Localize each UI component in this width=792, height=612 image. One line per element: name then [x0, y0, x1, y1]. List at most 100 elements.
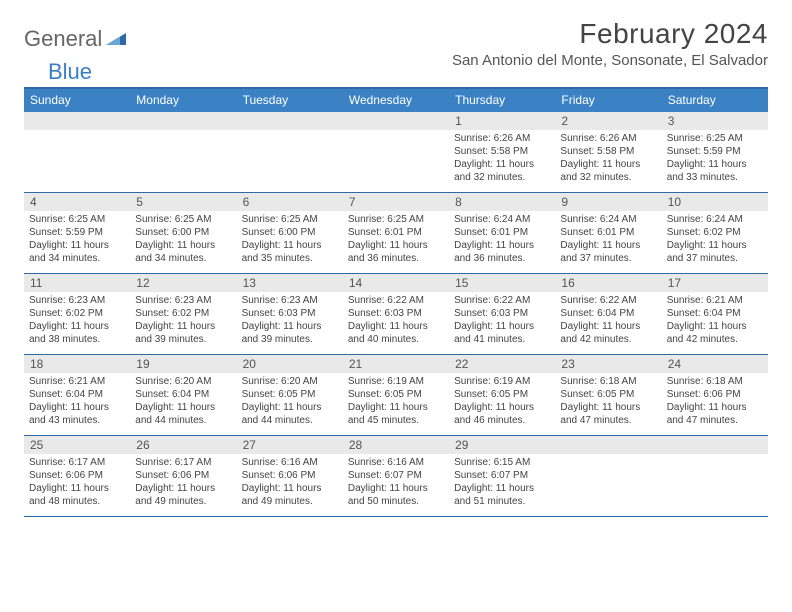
sunrise-text: Sunrise: 6:17 AM — [29, 456, 125, 469]
dow-sunday: Sunday — [24, 89, 130, 112]
sunrise-text: Sunrise: 6:23 AM — [29, 294, 125, 307]
day-cell: Sunrise: 6:15 AMSunset: 6:07 PMDaylight:… — [449, 454, 555, 516]
day-number: 17 — [662, 274, 768, 292]
day-number-row: 45678910 — [24, 193, 768, 211]
sunset-text: Sunset: 6:01 PM — [348, 226, 444, 239]
day-number: 29 — [449, 436, 555, 454]
sunset-text: Sunset: 6:05 PM — [560, 388, 656, 401]
week-row: 11121314151617Sunrise: 6:23 AMSunset: 6:… — [24, 274, 768, 355]
sunrise-text: Sunrise: 6:25 AM — [29, 213, 125, 226]
daylight-text: Daylight: 11 hours and 41 minutes. — [454, 320, 550, 346]
weeks-container: 123Sunrise: 6:26 AMSunset: 5:58 PMDaylig… — [24, 112, 768, 517]
sunset-text: Sunset: 6:07 PM — [348, 469, 444, 482]
brand-triangle-icon — [106, 31, 128, 47]
dow-saturday: Saturday — [662, 89, 768, 112]
brand-part2: Blue — [48, 59, 792, 85]
sunset-text: Sunset: 6:02 PM — [29, 307, 125, 320]
daylight-text: Daylight: 11 hours and 51 minutes. — [454, 482, 550, 508]
sunset-text: Sunset: 6:06 PM — [667, 388, 763, 401]
sunset-text: Sunset: 6:05 PM — [242, 388, 338, 401]
daylight-text: Daylight: 11 hours and 46 minutes. — [454, 401, 550, 427]
day-number: 13 — [237, 274, 343, 292]
sunset-text: Sunset: 6:06 PM — [29, 469, 125, 482]
day-number: 22 — [449, 355, 555, 373]
day-cell: Sunrise: 6:25 AMSunset: 6:00 PMDaylight:… — [237, 211, 343, 273]
day-cell: Sunrise: 6:24 AMSunset: 6:01 PMDaylight:… — [449, 211, 555, 273]
daylight-text: Daylight: 11 hours and 32 minutes. — [454, 158, 550, 184]
sunset-text: Sunset: 6:00 PM — [242, 226, 338, 239]
day-number: 27 — [237, 436, 343, 454]
day-detail-row: Sunrise: 6:17 AMSunset: 6:06 PMDaylight:… — [24, 454, 768, 517]
sunrise-text: Sunrise: 6:18 AM — [560, 375, 656, 388]
day-cell: Sunrise: 6:17 AMSunset: 6:06 PMDaylight:… — [24, 454, 130, 516]
day-cell — [555, 454, 661, 516]
week-row: 18192021222324Sunrise: 6:21 AMSunset: 6:… — [24, 355, 768, 436]
day-cell: Sunrise: 6:23 AMSunset: 6:02 PMDaylight:… — [130, 292, 236, 354]
day-number-row: 18192021222324 — [24, 355, 768, 373]
day-cell: Sunrise: 6:20 AMSunset: 6:05 PMDaylight:… — [237, 373, 343, 435]
sunrise-text: Sunrise: 6:23 AM — [242, 294, 338, 307]
daylight-text: Daylight: 11 hours and 42 minutes. — [667, 320, 763, 346]
daylight-text: Daylight: 11 hours and 47 minutes. — [560, 401, 656, 427]
sunset-text: Sunset: 6:02 PM — [667, 226, 763, 239]
sunrise-text: Sunrise: 6:15 AM — [454, 456, 550, 469]
day-number: 2 — [555, 112, 661, 130]
daylight-text: Daylight: 11 hours and 37 minutes. — [667, 239, 763, 265]
day-cell: Sunrise: 6:24 AMSunset: 6:02 PMDaylight:… — [662, 211, 768, 273]
daylight-text: Daylight: 11 hours and 43 minutes. — [29, 401, 125, 427]
day-number — [662, 436, 768, 454]
sunset-text: Sunset: 6:02 PM — [135, 307, 231, 320]
day-cell: Sunrise: 6:25 AMSunset: 5:59 PMDaylight:… — [662, 130, 768, 192]
day-detail-row: Sunrise: 6:21 AMSunset: 6:04 PMDaylight:… — [24, 373, 768, 436]
sunrise-text: Sunrise: 6:21 AM — [29, 375, 125, 388]
sunset-text: Sunset: 6:06 PM — [242, 469, 338, 482]
day-number — [24, 112, 130, 130]
sunrise-text: Sunrise: 6:25 AM — [348, 213, 444, 226]
day-cell: Sunrise: 6:17 AMSunset: 6:06 PMDaylight:… — [130, 454, 236, 516]
sunset-text: Sunset: 6:01 PM — [560, 226, 656, 239]
sunrise-text: Sunrise: 6:17 AM — [135, 456, 231, 469]
day-detail-row: Sunrise: 6:23 AMSunset: 6:02 PMDaylight:… — [24, 292, 768, 355]
sunset-text: Sunset: 6:04 PM — [560, 307, 656, 320]
day-number: 8 — [449, 193, 555, 211]
sunrise-text: Sunrise: 6:18 AM — [667, 375, 763, 388]
day-cell: Sunrise: 6:22 AMSunset: 6:04 PMDaylight:… — [555, 292, 661, 354]
day-cell: Sunrise: 6:16 AMSunset: 6:07 PMDaylight:… — [343, 454, 449, 516]
sunrise-text: Sunrise: 6:16 AM — [242, 456, 338, 469]
day-number: 19 — [130, 355, 236, 373]
sunset-text: Sunset: 6:04 PM — [667, 307, 763, 320]
day-number: 11 — [24, 274, 130, 292]
daylight-text: Daylight: 11 hours and 39 minutes. — [135, 320, 231, 346]
sunset-text: Sunset: 6:03 PM — [348, 307, 444, 320]
month-title: February 2024 — [452, 18, 768, 50]
sunrise-text: Sunrise: 6:20 AM — [135, 375, 231, 388]
daylight-text: Daylight: 11 hours and 42 minutes. — [560, 320, 656, 346]
sunset-text: Sunset: 6:01 PM — [454, 226, 550, 239]
dow-thursday: Thursday — [449, 89, 555, 112]
sunrise-text: Sunrise: 6:23 AM — [135, 294, 231, 307]
day-number: 21 — [343, 355, 449, 373]
day-cell: Sunrise: 6:26 AMSunset: 5:58 PMDaylight:… — [555, 130, 661, 192]
daylight-text: Daylight: 11 hours and 49 minutes. — [242, 482, 338, 508]
day-cell: Sunrise: 6:23 AMSunset: 6:02 PMDaylight:… — [24, 292, 130, 354]
sunrise-text: Sunrise: 6:22 AM — [348, 294, 444, 307]
day-cell: Sunrise: 6:18 AMSunset: 6:05 PMDaylight:… — [555, 373, 661, 435]
day-cell — [237, 130, 343, 192]
day-number: 9 — [555, 193, 661, 211]
daylight-text: Daylight: 11 hours and 37 minutes. — [560, 239, 656, 265]
sunset-text: Sunset: 6:05 PM — [454, 388, 550, 401]
week-row: 45678910Sunrise: 6:25 AMSunset: 5:59 PMD… — [24, 193, 768, 274]
sunset-text: Sunset: 6:05 PM — [348, 388, 444, 401]
sunrise-text: Sunrise: 6:25 AM — [242, 213, 338, 226]
daylight-text: Daylight: 11 hours and 35 minutes. — [242, 239, 338, 265]
day-number — [555, 436, 661, 454]
day-number: 20 — [237, 355, 343, 373]
dow-tuesday: Tuesday — [237, 89, 343, 112]
day-cell: Sunrise: 6:21 AMSunset: 6:04 PMDaylight:… — [662, 292, 768, 354]
brand-part1: General — [24, 26, 102, 52]
sunset-text: Sunset: 5:58 PM — [454, 145, 550, 158]
sunset-text: Sunset: 5:59 PM — [667, 145, 763, 158]
day-cell: Sunrise: 6:23 AMSunset: 6:03 PMDaylight:… — [237, 292, 343, 354]
sunrise-text: Sunrise: 6:24 AM — [560, 213, 656, 226]
sunrise-text: Sunrise: 6:24 AM — [454, 213, 550, 226]
